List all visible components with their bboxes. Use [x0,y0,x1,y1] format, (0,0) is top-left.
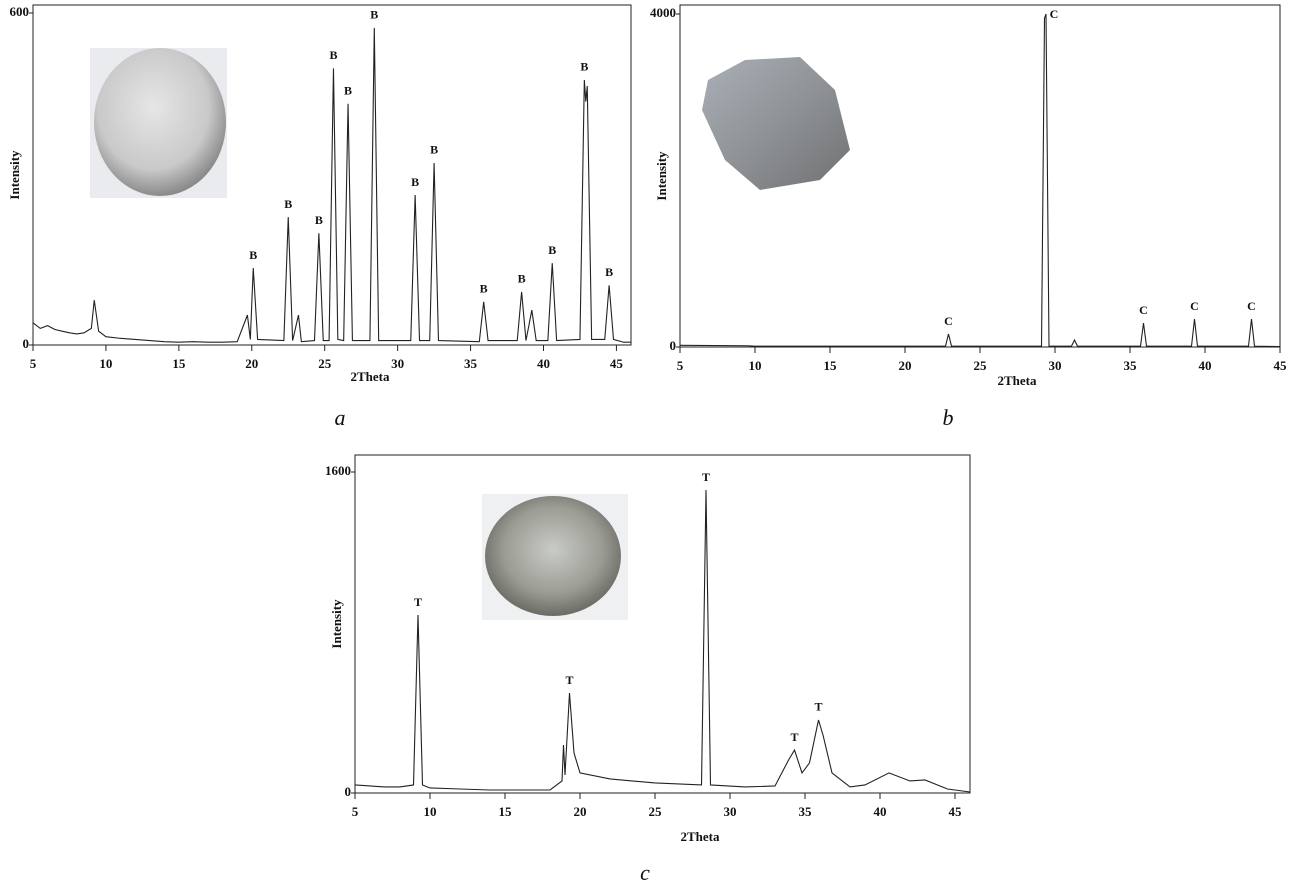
peak-label: C [1139,303,1148,317]
peak-label: B [580,60,588,74]
peak-label: B [430,143,438,157]
x-tick-label: 30 [724,804,737,819]
x-tick-label: 15 [499,804,513,819]
x-axis-label: 2Theta [351,369,391,384]
x-tick-label: 30 [1049,358,1062,373]
y-axis-label: Intensity [329,599,344,649]
x-tick-label: 10 [424,804,437,819]
peak-label: B [370,8,378,22]
peak-label: C [1247,299,1256,313]
y-tick-label: 0 [23,336,30,351]
x-tick-label: 20 [899,358,912,373]
photo-b [702,57,850,190]
x-tick-label: 25 [318,356,332,371]
y-tick-label: 1600 [325,463,351,478]
peak-label: T [814,700,822,714]
x-tick-label: 5 [352,804,359,819]
y-tick-label: 600 [10,4,30,19]
x-tick-label: 20 [574,804,587,819]
peak-label: B [284,197,292,211]
peak-label: C [1050,7,1059,21]
panel-caption: c [640,860,650,885]
x-tick-label: 15 [824,358,838,373]
peak-label: T [414,595,422,609]
panel-caption: a [335,405,346,430]
peak-label: B [315,213,323,227]
y-tick-label: 0 [345,784,352,799]
x-tick-label: 15 [172,356,186,371]
peak-label: T [702,470,710,484]
spectrum-line [355,490,970,792]
peak-label: B [344,83,352,97]
x-tick-label: 5 [677,358,684,373]
x-tick-label: 5 [30,356,37,371]
peak-label: B [605,265,613,279]
x-tick-label: 45 [610,356,624,371]
x-tick-label: 20 [245,356,258,371]
panel-caption: b [943,405,954,430]
peak-label: C [1190,299,1199,313]
x-tick-label: 35 [464,356,478,371]
peak-label: B [548,243,556,257]
x-tick-label: 10 [99,356,112,371]
peak-label: T [790,730,798,744]
x-tick-label: 45 [1274,358,1288,373]
peak-label: C [944,314,953,328]
x-tick-label: 40 [874,804,887,819]
peak-label: B [518,272,526,286]
peak-label: T [565,673,573,687]
x-tick-label: 35 [799,804,813,819]
figure: 5 10 15 20 25 30 35 40 45 0 600 B B B B B B B B B B B B B 2Theta… [0,0,1297,890]
y-tick-label: 0 [670,338,677,353]
plot-frame [355,455,970,793]
y-tick-label: 4000 [650,5,676,20]
y-axis-label: Intensity [7,150,22,200]
x-tick-label: 40 [1199,358,1212,373]
peak-label: B [411,175,419,189]
peak-label: B [480,282,488,296]
photo-a [90,48,227,198]
y-axis-label: Intensity [654,151,669,201]
x-tick-label: 10 [749,358,762,373]
x-tick-label: 25 [649,804,663,819]
peak-label: B [249,248,257,262]
x-axis-label: 2Theta [681,829,721,844]
x-tick-label: 40 [537,356,550,371]
photo-c [482,494,628,620]
x-tick-label: 35 [1124,358,1138,373]
peak-label: B [329,48,337,62]
x-tick-label: 45 [949,804,963,819]
x-tick-label: 30 [391,356,404,371]
x-tick-label: 25 [974,358,988,373]
x-axis-label: 2Theta [998,373,1038,388]
